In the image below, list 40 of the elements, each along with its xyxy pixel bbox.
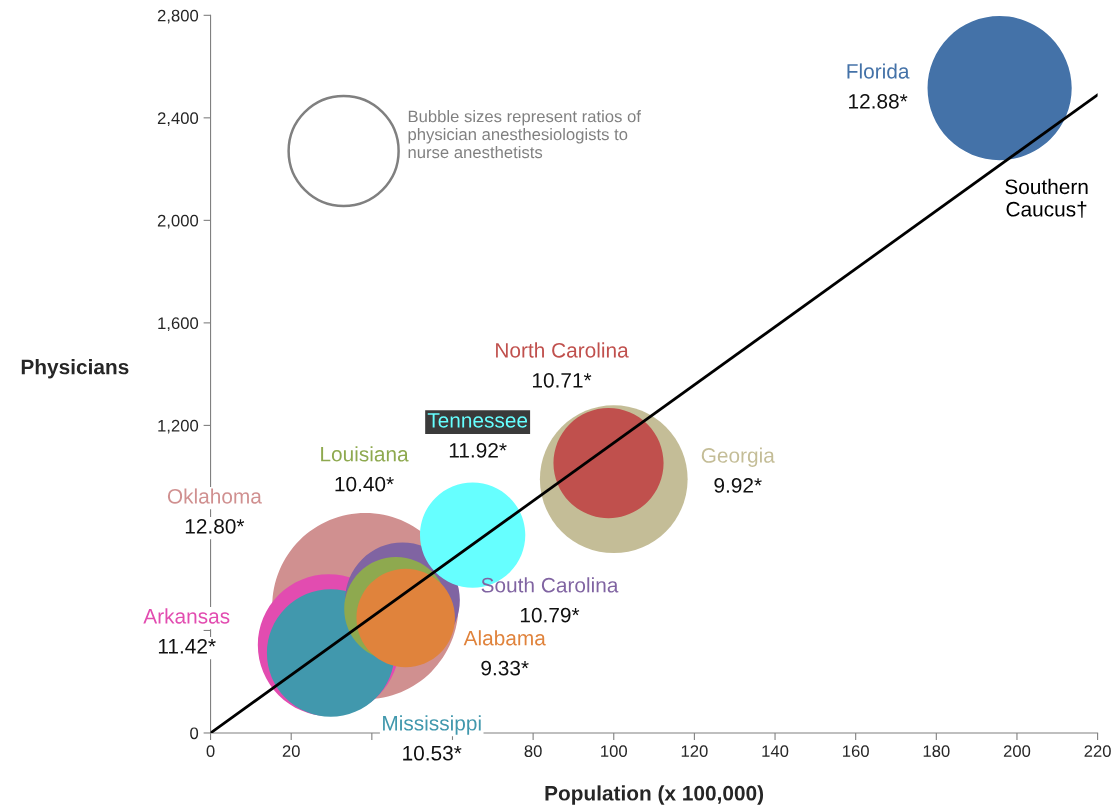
- x-tick-label: 100: [601, 745, 628, 758]
- annotation: 10.40*: [335, 476, 394, 492]
- x-tick-label: 140: [762, 745, 789, 758]
- series-label: Georgia: [701, 447, 775, 467]
- text: Louisiana: [321, 446, 409, 462]
- annotation: 10.79*: [520, 607, 580, 623]
- annotation: 12.88*: [849, 93, 908, 109]
- series-label: Florida: [847, 63, 910, 79]
- x-axis-title: Population (x 100,000): [545, 785, 764, 805]
- y-tick-label: 2,000: [157, 214, 199, 229]
- series-label: Southern Caucus†: [1005, 178, 1088, 218]
- x-tick-label: 0: [206, 745, 215, 758]
- y-tick-label: 1,600: [158, 317, 199, 332]
- y-tick-label: 0: [190, 727, 199, 740]
- series-label: Mississippi: [383, 715, 481, 735]
- text: 10.53*: [403, 745, 462, 761]
- x-tick-label: 220: [1084, 745, 1111, 758]
- x-tick-label: 80: [524, 745, 542, 758]
- text: Oklahoma: [167, 488, 262, 504]
- annotation: 9.33*: [481, 660, 529, 676]
- text: North Carolina: [496, 342, 629, 358]
- annotation: 9.92*: [714, 478, 762, 493]
- x-tick-label: 120: [681, 745, 708, 758]
- x-tick-label: 20: [282, 745, 300, 758]
- series-label: Arkansas: [143, 608, 230, 624]
- annotation: Bubble sizes represent ratios of physician anesthesiologists to nurse anesthetists: [408, 110, 641, 159]
- annotation: 11.92*: [449, 442, 507, 458]
- y-tick-label: 2,800: [157, 9, 199, 24]
- y-tick-label: 2,400: [157, 112, 199, 127]
- series-label: South Carolina: [481, 577, 619, 593]
- annotation: 12.80*: [185, 518, 245, 534]
- y-tick-label: 1,200: [158, 419, 199, 434]
- x-tick-label: 180: [923, 745, 950, 758]
- series-label: Alabama: [463, 630, 546, 646]
- x-tick-label: 200: [1003, 745, 1031, 758]
- y-axis-title: Physicians: [21, 359, 129, 379]
- annotation: 11.42*: [158, 638, 216, 654]
- annotation: 10.71*: [532, 372, 592, 388]
- text: Tennessee: [427, 413, 528, 428]
- x-tick-label: 160: [843, 745, 869, 758]
